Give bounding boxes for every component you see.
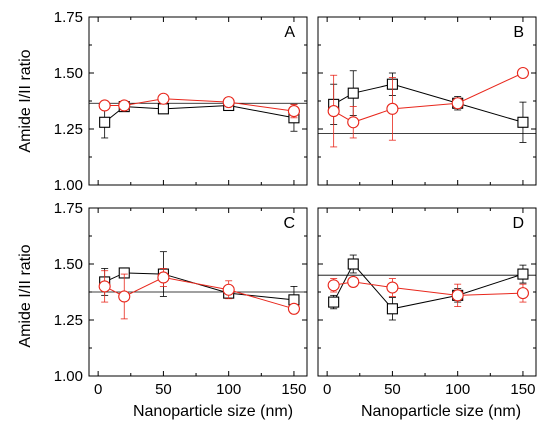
data-point [99,116,111,128]
series-circle [327,275,529,307]
series-square [99,251,300,314]
series-circle [98,92,300,119]
panel-label: C [283,215,295,232]
data-point [222,96,235,109]
series-line [104,272,294,301]
x-tick-label: 50 [155,381,172,398]
y-tick-label: 1.50 [54,65,83,82]
data-point [386,281,399,294]
x-axis-title-right: Nanoparticle size (nm) [361,403,521,420]
data-point [157,103,169,115]
data-point [157,92,170,105]
series-square [328,70,529,143]
panel-c: 1.00 1.25 1.50 1.75 0 50 100 150 C [54,200,308,398]
data-point [98,280,111,293]
data-point [327,105,340,118]
y-tick-label: 1.25 [54,121,83,138]
data-point [347,275,360,288]
y-tick-label: 1.75 [54,200,83,217]
data-point [222,283,235,296]
y-tick-label: 1.00 [54,177,83,194]
y-tick-label: 1.75 [54,9,83,26]
y-axis-title-bottom: Amide I/II ratio [17,244,34,347]
data-point [287,105,300,118]
data-point [516,66,529,80]
y-tick-label: 1.25 [54,312,83,329]
data-point [516,287,529,300]
series-line [333,281,523,296]
panel-label: D [512,215,524,232]
series-line [104,276,295,310]
data-point [517,116,529,128]
series-square [328,254,529,321]
data-point [328,296,340,308]
x-axis-title-left: Nanoparticle size (nm) [133,403,293,420]
data-point [386,102,399,115]
plot-frame [317,16,537,186]
panel-label: A [284,24,295,41]
x-tick-label: 150 [281,381,306,398]
series-line [333,83,524,123]
x-tick-label: 50 [384,381,401,398]
series-circle [327,66,529,148]
panel-d: 0 50 100 150 D [317,207,537,398]
data-point [98,99,111,112]
data-point [451,289,464,302]
data-point [347,258,359,270]
data-point [347,116,360,129]
data-point [287,302,300,315]
x-tick-label: 0 [323,381,331,398]
series-line [104,104,295,123]
series-line [104,98,295,112]
series-line [333,263,524,310]
panel-a: 1.00 1.25 1.50 1.75 A [54,9,308,194]
series-line [333,72,524,123]
x-tick-label: 100 [216,381,241,398]
data-point [347,87,359,99]
data-point [327,279,340,292]
data-point [118,99,131,112]
data-point [157,271,170,284]
y-axis-title-top: Amide I/II ratio [17,49,34,152]
y-tick-label: 1.00 [54,368,83,385]
x-tick-label: 0 [94,381,102,398]
y-tick-label: 1.50 [54,256,83,273]
data-point [118,290,131,303]
series-circle [98,268,300,320]
x-tick-label: 150 [510,381,535,398]
data-point [451,97,464,110]
x-tick-label: 100 [445,381,470,398]
panels: 1.00 1.25 1.50 1.75 A B 1.00 1.25 1.50 1.75 0 50 100… [54,9,537,398]
panel-b: B [317,16,537,186]
data-point [386,303,398,315]
data-point [517,268,529,280]
panel-label: B [513,24,524,41]
